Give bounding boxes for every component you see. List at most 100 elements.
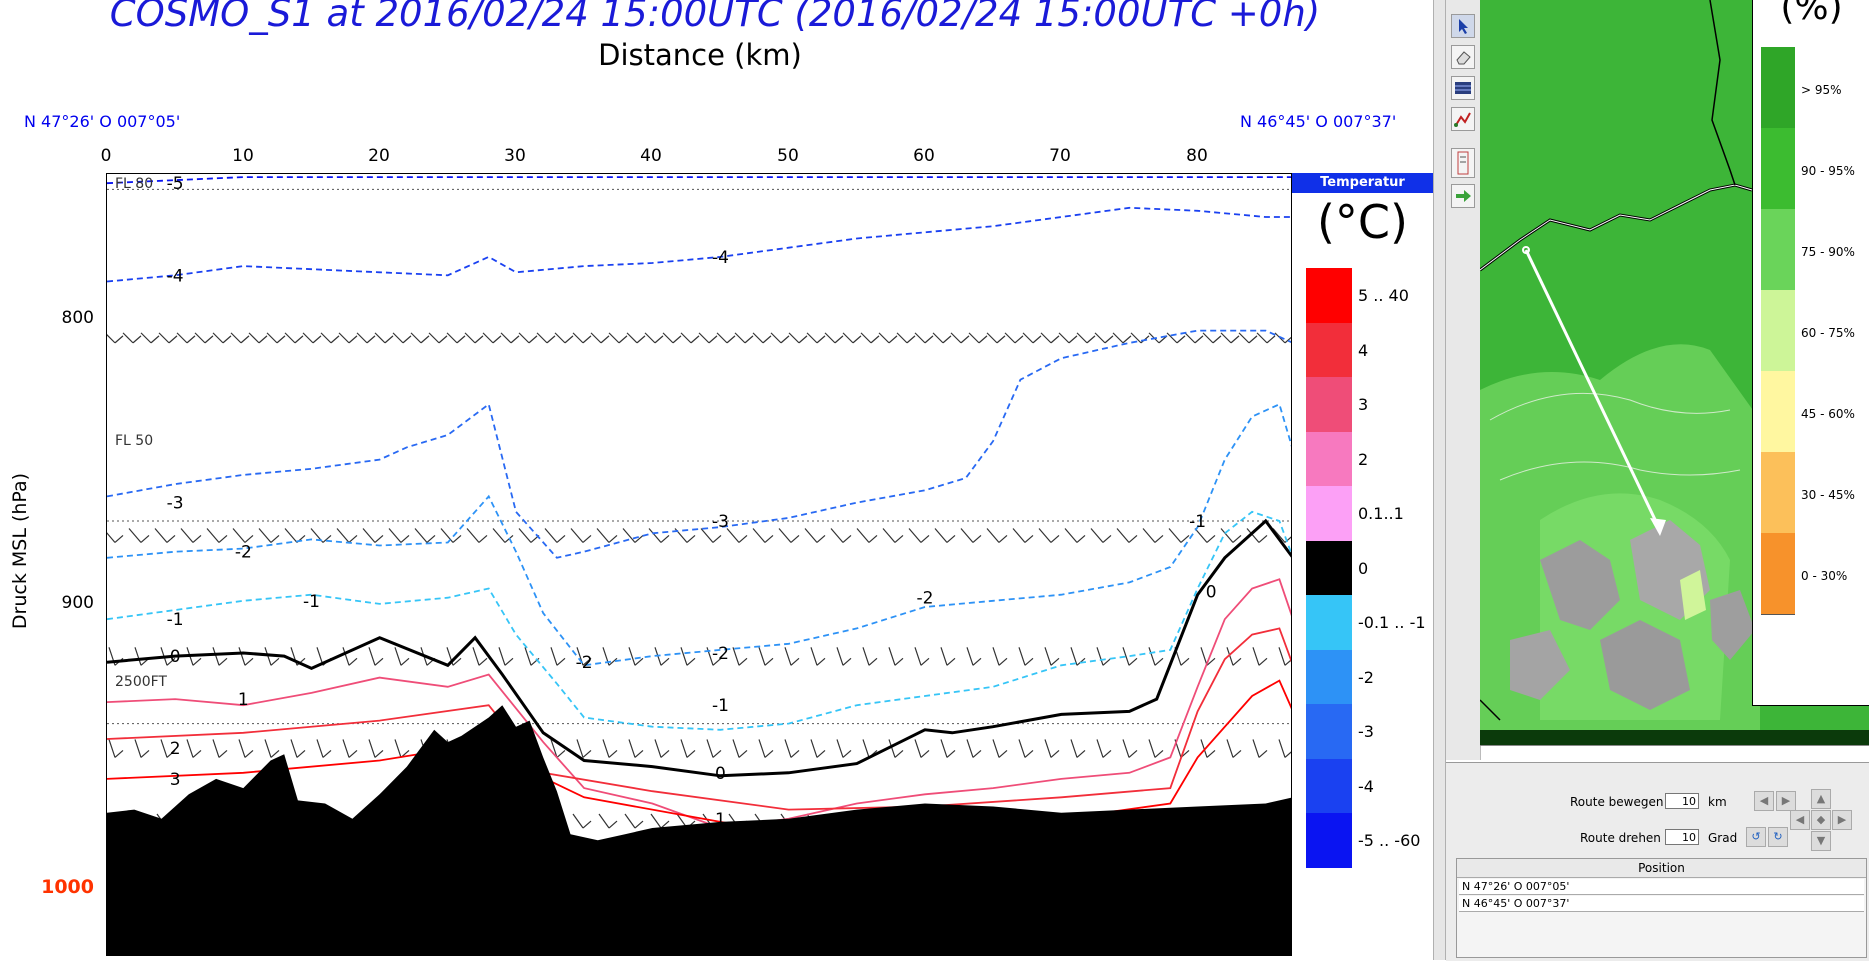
- flight-level-label: FL 50: [115, 433, 154, 449]
- position-row[interactable]: N 46°45' O 007°37': [1459, 896, 1864, 912]
- wind-barb: [1038, 528, 1060, 543]
- wind-barb: [680, 332, 700, 344]
- wind-barb: [966, 739, 982, 758]
- wind-barb: [140, 332, 160, 344]
- humidity-swatch-label: 0 - 30%: [1801, 569, 1848, 583]
- wind-barb: [572, 813, 592, 829]
- rotate-cw-button[interactable]: ↻: [1768, 827, 1788, 847]
- humidity-legend: (%) > 95% 90 - 95% 75 - 90% 60 - 75% 45 - 60…: [1752, 0, 1869, 706]
- wind-barb: [550, 739, 566, 758]
- wind-barb: [784, 739, 800, 758]
- move-left-button[interactable]: ◀: [1754, 791, 1774, 811]
- route-move-label: Route bewegen: [1570, 795, 1664, 809]
- contour-label: -2: [576, 653, 593, 673]
- wind-barb: [1058, 332, 1078, 344]
- wind-barb: [650, 813, 670, 829]
- humidity-swatch-label: 90 - 95%: [1801, 164, 1855, 178]
- wind-barb: [662, 332, 682, 344]
- wind-barb: [1168, 528, 1190, 543]
- wind-barb: [180, 528, 202, 543]
- cross-section-plot[interactable]: -5 -4 -4 -3 -3 -2 -2 -2 -2 -1 -1 -1 -1 0 0 0 1 1 2 3 FL 80 …: [106, 173, 1292, 956]
- pan-right-button[interactable]: ▶: [1832, 810, 1852, 830]
- panel-splitter[interactable]: [1433, 0, 1446, 960]
- temperature-swatch: [1306, 758, 1352, 813]
- wind-barb: [1220, 332, 1240, 344]
- humidity-swatch-label: > 95%: [1801, 83, 1842, 97]
- wind-barb: [644, 332, 664, 344]
- x-tick-label: 60: [913, 146, 935, 166]
- move-right-button[interactable]: ▶: [1776, 791, 1796, 811]
- wind-barb: [134, 739, 150, 758]
- wind-barb: [1184, 332, 1204, 344]
- wind-barb: [238, 647, 254, 666]
- wind-barb: [212, 647, 228, 666]
- wind-barb: [466, 528, 488, 543]
- contour-label: -4: [167, 266, 184, 286]
- pan-down-button[interactable]: ▼: [1811, 831, 1831, 851]
- wind-barb: [1256, 332, 1276, 344]
- wind-barb: [576, 739, 592, 758]
- route-move-input[interactable]: [1665, 793, 1699, 809]
- x-tick-label: 40: [640, 146, 662, 166]
- wind-barb: [960, 528, 982, 543]
- x-axis-title: Distance (km): [598, 38, 802, 72]
- wind-barb: [698, 332, 718, 344]
- wind-barb: [160, 739, 176, 758]
- wind-barb: [1166, 332, 1186, 344]
- wind-barb: [392, 332, 412, 344]
- humidity-swatch-label: 75 - 90%: [1801, 245, 1855, 259]
- wind-barb: [932, 332, 952, 344]
- route-rotate-label: Route drehen: [1580, 831, 1661, 845]
- wind-barb: [888, 739, 904, 758]
- wind-barb: [342, 739, 358, 758]
- wind-barb: [1070, 739, 1086, 758]
- humidity-legend-unit: (%): [1780, 0, 1843, 28]
- wind-barb: [1226, 647, 1242, 666]
- x-tick-label: 10: [232, 146, 254, 166]
- wind-barb: [992, 647, 1008, 666]
- wind-barb: [1142, 528, 1164, 543]
- wind-barb: [1226, 739, 1242, 758]
- wind-barb: [986, 332, 1006, 344]
- end-coordinate: N 46°45' O 007°37': [1240, 112, 1397, 131]
- wind-barb: [388, 528, 410, 543]
- table-icon[interactable]: [1451, 76, 1475, 100]
- wind-barb: [302, 332, 322, 344]
- pan-center-button[interactable]: ◆: [1811, 810, 1831, 830]
- profile-icon[interactable]: [1451, 148, 1475, 178]
- wind-barb: [856, 528, 878, 543]
- wind-barb: [878, 332, 898, 344]
- rotate-ccw-button[interactable]: ↺: [1746, 827, 1766, 847]
- wind-barb: [1148, 647, 1164, 666]
- wind-barb: [518, 332, 538, 344]
- wind-barb: [1018, 739, 1034, 758]
- temperature-legend-title: Temperatur: [1292, 173, 1433, 193]
- contour-label: 0: [715, 764, 726, 784]
- pan-up-button[interactable]: ▲: [1811, 789, 1831, 809]
- isotherm--5: [107, 176, 1291, 185]
- wind-barb: [232, 528, 254, 543]
- route-icon[interactable]: [1451, 107, 1475, 131]
- wind-barb: [602, 739, 618, 758]
- wind-barb: [536, 332, 556, 344]
- wind-barb: [1200, 647, 1216, 666]
- temperature-swatch-label: 0.1..1: [1358, 504, 1404, 523]
- wind-barb: [1040, 332, 1060, 344]
- route-rotate-input[interactable]: [1665, 829, 1699, 845]
- y-tick-label-highlight: 1000: [41, 876, 94, 898]
- arrow-right-icon[interactable]: [1451, 184, 1475, 208]
- humidity-map[interactable]: (%) > 95% 90 - 95% 75 - 90% 60 - 75% 45 - 60…: [1480, 0, 1869, 746]
- wind-barb: [1064, 528, 1086, 543]
- contour-label: -2: [235, 543, 252, 563]
- contour-label: -3: [167, 494, 184, 514]
- position-row[interactable]: N 47°26' O 007°05': [1459, 879, 1864, 895]
- wind-barb: [410, 332, 430, 344]
- temperature-swatch-label: 5 .. 40: [1358, 286, 1409, 305]
- pan-left-button[interactable]: ◀: [1790, 810, 1810, 830]
- wind-barb: [810, 739, 826, 758]
- eraser-icon[interactable]: [1451, 45, 1475, 69]
- pointer-icon[interactable]: [1451, 14, 1475, 38]
- contour-label: -5: [167, 174, 184, 194]
- wind-barb: [290, 739, 306, 758]
- wind-barb: [1004, 332, 1024, 344]
